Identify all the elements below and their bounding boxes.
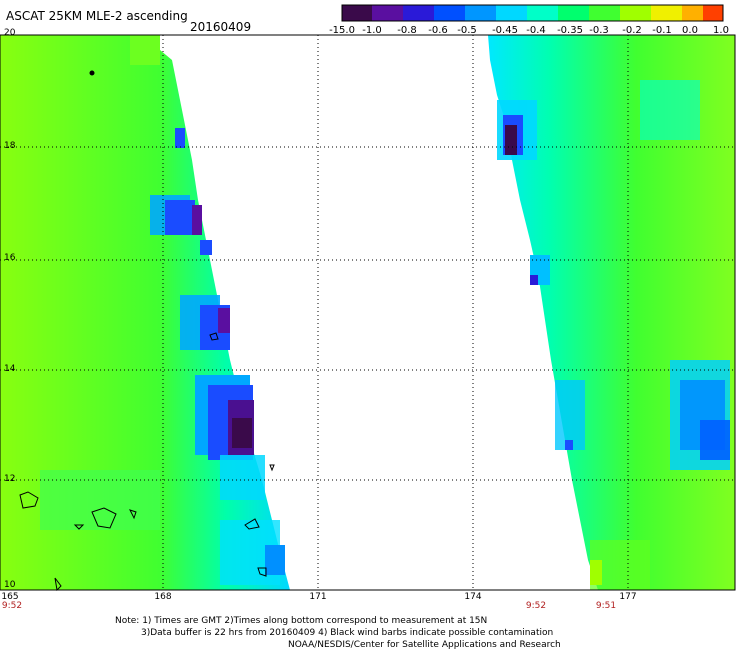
colorbar-label: -0.4: [526, 25, 546, 36]
y-tick-label: 14: [4, 364, 16, 374]
y-tick-label: 12: [4, 474, 16, 484]
time-label: 9:51: [595, 601, 617, 611]
island: [73, 524, 85, 530]
colorbar-swatch: [434, 5, 465, 21]
x-tick-label: 168: [154, 592, 172, 602]
colorbar-labels: -15.0 -1.0 -0.8 -0.6 -0.5 -0.45 -0.4 -0.…: [0, 25, 740, 39]
y-tick-label: 18: [4, 141, 16, 151]
note-line-2: 3)Data buffer is 22 hrs from 20160409 4)…: [141, 628, 554, 638]
island: [54, 577, 62, 592]
island: [91, 507, 117, 529]
colorbar-swatch: [496, 5, 527, 21]
island: [19, 491, 39, 509]
colorbar-label: -0.1: [652, 25, 672, 36]
land-outlines: [19, 70, 275, 592]
note-line-3: NOAA/NESDIS/Center for Satellite Applica…: [288, 640, 561, 650]
colorbar-label: -0.2: [622, 25, 642, 36]
time-label: 9:52: [525, 601, 547, 611]
island: [129, 509, 137, 520]
x-tick-label: 165: [1, 592, 19, 602]
colorbar-label: -0.45: [492, 25, 518, 36]
colorbar-label: -0.6: [428, 25, 448, 36]
colorbar-swatch: [558, 5, 589, 21]
colorbar-swatch: [403, 5, 434, 21]
y-tick-label: 20: [4, 28, 16, 38]
colorbar-label: -0.35: [557, 25, 583, 36]
colorbar-swatch: [372, 5, 403, 21]
y-tick-label: 16: [4, 253, 16, 263]
time-label: 9:52: [1, 601, 23, 611]
graticule: [0, 35, 735, 590]
x-tick-label: 177: [619, 592, 637, 602]
colorbar-label: -0.8: [397, 25, 417, 36]
colorbar-swatch: [342, 5, 372, 21]
island: [269, 464, 275, 472]
colorbar-label: -0.3: [589, 25, 609, 36]
map-title: ASCAT 25KM MLE-2 ascending: [6, 9, 188, 23]
colorbar-swatch: [651, 5, 682, 21]
colorbar: [341, 4, 724, 22]
colorbar-label: -1.0: [362, 25, 382, 36]
colorbar-swatch: [703, 5, 723, 21]
colorbar-swatch: [589, 5, 620, 21]
colorbar-label: 1.0: [713, 25, 729, 36]
island: [209, 332, 219, 341]
right-swath: [488, 35, 735, 590]
colorbar-swatch: [682, 5, 703, 21]
island: [257, 567, 267, 577]
left-swath: [0, 35, 290, 590]
note-line-1: Note: 1) Times are GMT 2)Times along bot…: [115, 616, 488, 626]
colorbar-swatch: [527, 5, 558, 21]
island: [244, 518, 260, 530]
colorbar-label: -0.5: [457, 25, 477, 36]
map-date: 20160409: [190, 20, 252, 34]
colorbar-swatch: [620, 5, 651, 21]
x-tick-label: 171: [309, 592, 327, 602]
colorbar-swatch: [465, 5, 496, 21]
island: [89, 70, 95, 76]
colorbar-label: 0.0: [682, 25, 698, 36]
colorbar-label: -15.0: [329, 25, 355, 36]
y-tick-label: 10: [4, 580, 16, 590]
x-tick-label: 174: [464, 592, 482, 602]
